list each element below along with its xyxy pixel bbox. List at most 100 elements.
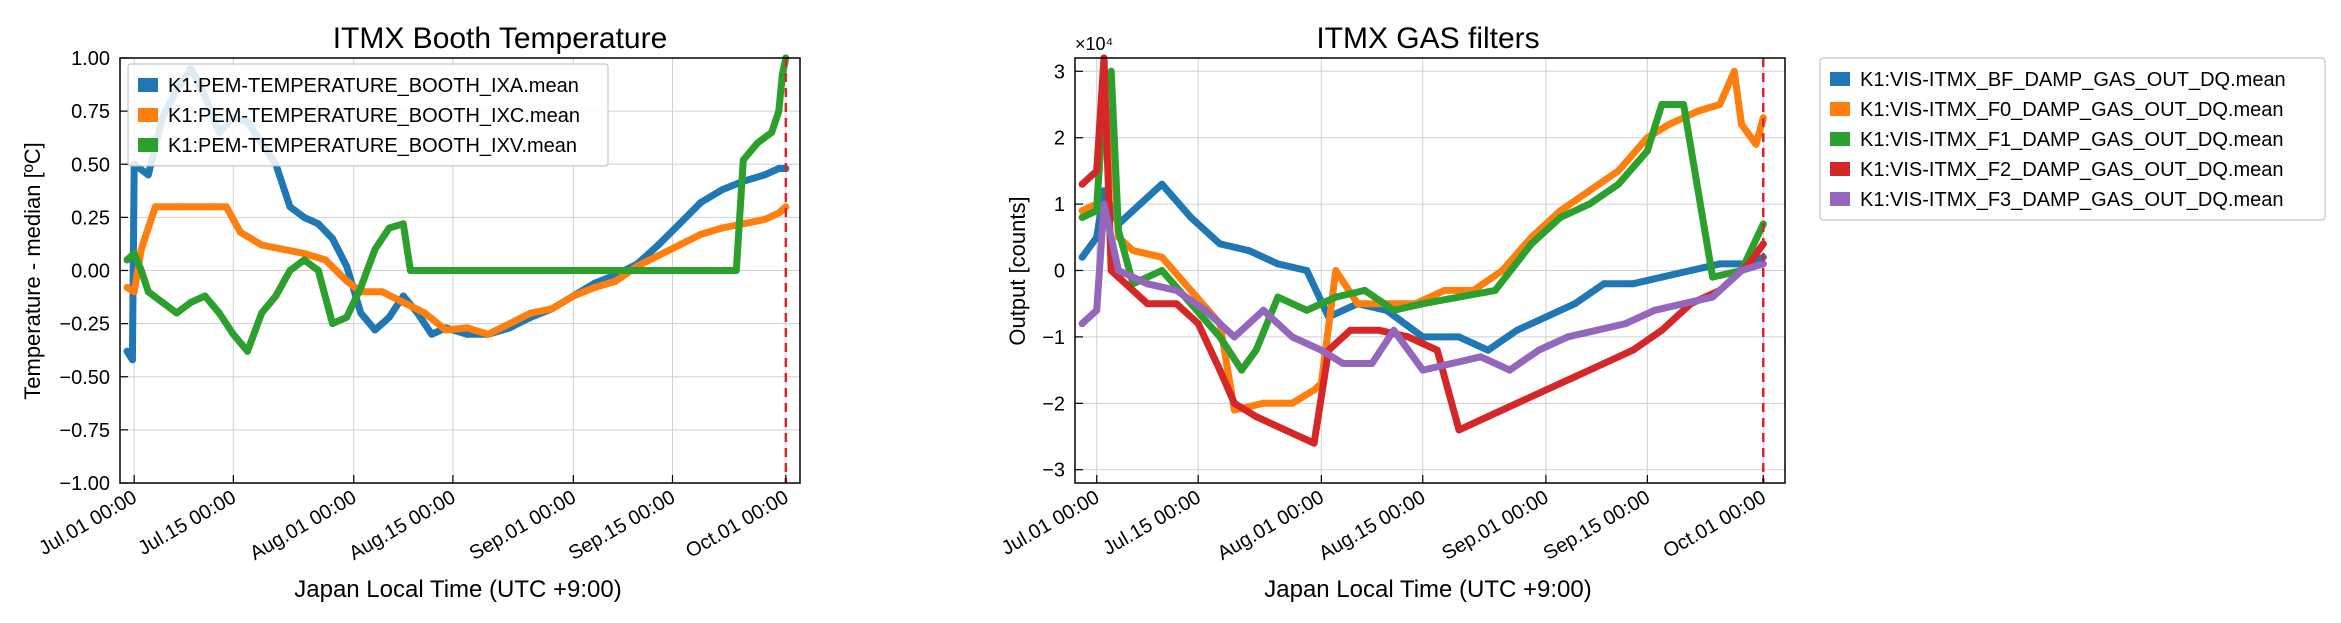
legend-swatch	[138, 78, 158, 92]
data-point	[1759, 114, 1767, 122]
data-point	[484, 330, 492, 338]
data-point	[1143, 300, 1151, 308]
data-point	[1419, 366, 1427, 374]
data-point	[676, 241, 684, 249]
x-axis-label: Japan Local Time (UTC +9:00)	[1264, 576, 1591, 603]
data-point	[1404, 333, 1412, 341]
data-point	[229, 330, 237, 338]
data-point	[144, 288, 152, 296]
data-point	[1593, 326, 1601, 334]
data-point	[272, 292, 280, 300]
data-point	[137, 267, 145, 274]
data-point	[1245, 247, 1253, 255]
data-point	[1354, 300, 1362, 308]
data-point	[1564, 333, 1572, 341]
data-point	[371, 245, 379, 253]
data-point	[548, 305, 556, 313]
data-point	[343, 262, 351, 270]
data-point	[1643, 147, 1651, 155]
data-point	[1216, 366, 1224, 374]
data-point	[761, 171, 769, 179]
data-point	[123, 284, 131, 291]
legend-label: K1:VIS-ITMX_F1_DAMP_GAS_OUT_DQ.mean	[1860, 129, 2283, 151]
data-point	[1303, 267, 1311, 274]
data-point	[633, 267, 641, 274]
data-point	[1542, 313, 1550, 321]
data-point	[201, 292, 209, 300]
data-point	[1288, 399, 1296, 407]
x-axis-label: Japan Local Time (UTC +9:00)	[294, 576, 621, 603]
legend-swatch	[138, 138, 158, 152]
data-point	[1506, 366, 1514, 374]
x-tick-label: Sep.15 00:00	[565, 486, 679, 565]
data-point	[1143, 280, 1151, 288]
data-point	[1238, 366, 1246, 374]
data-point	[1310, 386, 1318, 394]
y-tick-label: 0.75	[71, 101, 110, 123]
data-point	[173, 309, 181, 317]
legend-label: K1:PEM-TEMPERATURE_BOOTH_IXC.mean	[168, 105, 580, 127]
chart-title: ITMX GAS filters	[1316, 22, 1539, 55]
data-point	[1158, 180, 1166, 188]
data-point	[484, 267, 492, 274]
data-point	[718, 224, 726, 232]
data-point	[314, 267, 322, 274]
data-point	[1716, 260, 1724, 268]
legend-label: K1:PEM-TEMPERATURE_BOOTH_IXA.mean	[168, 75, 579, 97]
data-point	[286, 203, 294, 211]
data-point	[1419, 333, 1427, 341]
data-point	[258, 309, 266, 317]
legend-label: K1:VIS-ITMX_F3_DAMP_GAS_OUT_DQ.mean	[1860, 189, 2283, 211]
data-point	[463, 330, 471, 338]
data-point	[1274, 260, 1282, 268]
data-point	[1629, 346, 1637, 354]
data-point	[1107, 267, 1115, 274]
legend-label: K1:PEM-TEMPERATURE_BOOTH_IXV.mean	[168, 135, 577, 157]
data-point	[676, 220, 684, 228]
data-point	[1288, 333, 1296, 341]
data-point	[1658, 101, 1666, 108]
data-point	[775, 209, 783, 217]
data-point	[399, 298, 407, 306]
data-point	[1078, 180, 1086, 188]
data-point	[1303, 306, 1311, 314]
x-tick-label: Jul.01 00:00	[998, 486, 1103, 560]
data-point	[527, 309, 535, 317]
data-point	[279, 245, 287, 253]
data-point	[1527, 240, 1535, 248]
data-point	[1600, 360, 1608, 367]
data-point	[754, 139, 761, 147]
x-tick-label: Aug.15 00:00	[345, 486, 459, 565]
data-point	[1093, 207, 1101, 215]
data-point	[329, 320, 336, 328]
data-point	[1585, 187, 1593, 195]
data-point	[1709, 293, 1717, 301]
data-point	[1665, 120, 1673, 128]
x-tick-label: Aug.01 00:00	[1214, 486, 1328, 565]
x-tick-label: Aug.15 00:00	[1315, 486, 1429, 565]
data-point	[321, 256, 329, 264]
x-tick-label: Aug.01 00:00	[246, 486, 360, 565]
data-point	[1752, 140, 1760, 148]
data-point	[1259, 399, 1267, 407]
data-point	[1390, 306, 1398, 314]
legend-label: K1:VIS-ITMX_F0_DAMP_GAS_OUT_DQ.mean	[1860, 99, 2283, 121]
legend-swatch	[1830, 132, 1850, 146]
legend-swatch	[1830, 102, 1850, 116]
data-point	[1498, 267, 1506, 274]
data-point	[1600, 280, 1608, 288]
legend-swatch	[138, 108, 158, 122]
legend: K1:PEM-TEMPERATURE_BOOTH_IXA.mean K1:PEM-…	[127, 63, 609, 167]
data-point	[244, 347, 251, 355]
data-point	[612, 277, 620, 285]
data-point	[1390, 326, 1398, 334]
series-layer	[1078, 54, 1767, 483]
data-point	[1281, 426, 1289, 434]
data-point	[506, 320, 514, 328]
legend: K1:VIS-ITMX_BF_DAMP_GAS_OUT_DQ.mean K1:VI…	[1819, 57, 2326, 221]
data-point	[1556, 207, 1564, 215]
data-point	[286, 267, 294, 274]
y-tick-label: −0.75	[59, 420, 110, 442]
data-point	[778, 71, 786, 79]
